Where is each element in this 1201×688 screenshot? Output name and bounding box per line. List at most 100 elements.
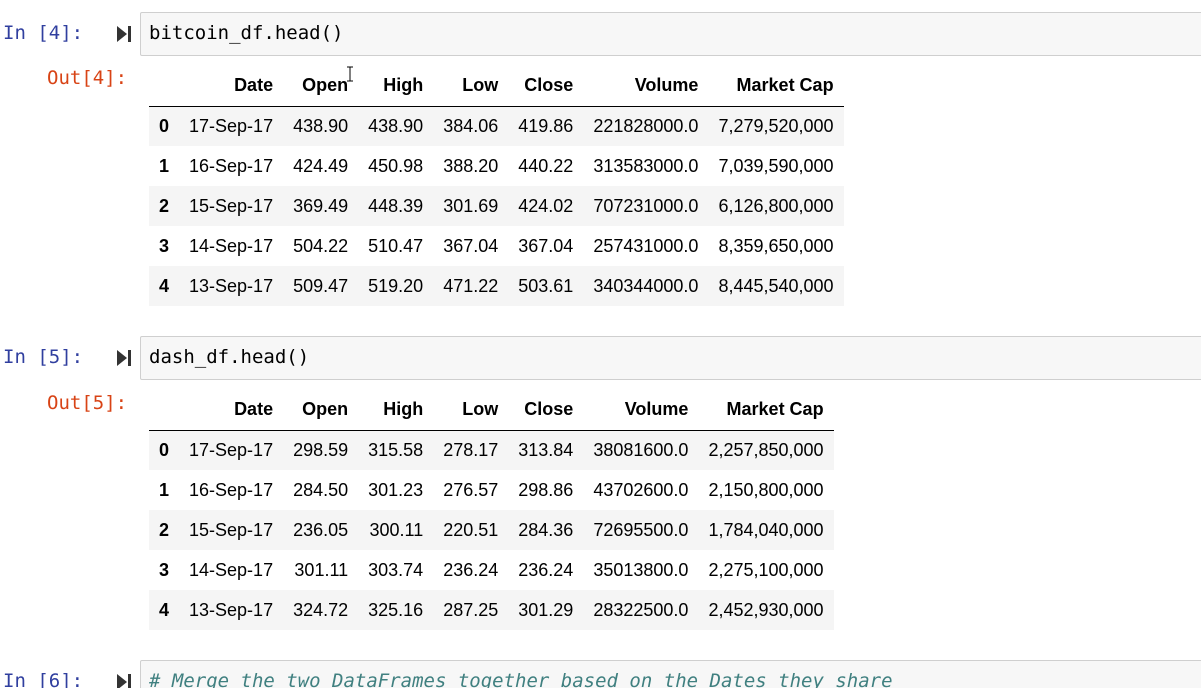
table-cell: 503.61 bbox=[518, 275, 574, 296]
code-input[interactable]: dash_df.head() bbox=[140, 336, 1201, 380]
row-index: 1 bbox=[159, 155, 170, 176]
table-row: 1 16-Sep-17 284.50 301.23 276.57 298.86 … bbox=[149, 470, 834, 510]
table-cell: 43702600.0 bbox=[593, 479, 689, 500]
table-cell: 519.20 bbox=[368, 275, 424, 296]
table-cell: 424.02 bbox=[518, 195, 574, 216]
table-cell: 298.86 bbox=[518, 479, 574, 500]
code-comment-text: # Merge the two DataFrames together base… bbox=[149, 670, 893, 688]
table-cell: 388.20 bbox=[443, 155, 499, 176]
table-row: 2 15-Sep-17 236.05 300.11 220.51 284.36 … bbox=[149, 510, 834, 550]
column-header: High bbox=[358, 65, 434, 107]
table-cell: 471.22 bbox=[443, 275, 499, 296]
row-index: 3 bbox=[159, 559, 170, 580]
row-index: 4 bbox=[159, 275, 170, 296]
table-cell: 509.47 bbox=[293, 275, 349, 296]
table-row: 2 15-Sep-17 369.49 448.39 301.69 424.02 … bbox=[149, 186, 844, 226]
output-prompt: Out[5]: bbox=[47, 392, 128, 414]
table-cell: 2,257,850,000 bbox=[708, 439, 824, 460]
table-cell: 298.59 bbox=[293, 439, 349, 460]
table-cell: 313.84 bbox=[518, 439, 574, 460]
table-cell: 278.17 bbox=[443, 439, 499, 460]
column-header: Low bbox=[433, 65, 509, 107]
run-cell-icon[interactable] bbox=[116, 349, 132, 367]
table-row: 3 14-Sep-17 504.22 510.47 367.04 367.04 … bbox=[149, 226, 844, 266]
input-prompt: In [5]: bbox=[3, 346, 84, 368]
table-cell: 450.98 bbox=[368, 155, 424, 176]
table-cell: 340344000.0 bbox=[593, 275, 699, 296]
table-cell: 38081600.0 bbox=[593, 439, 689, 460]
run-cell-icon[interactable] bbox=[116, 673, 132, 688]
dataframe-output-table: Date Open High Low Close Volume Market C… bbox=[149, 389, 834, 630]
table-cell: 313583000.0 bbox=[593, 155, 699, 176]
column-header: Volume bbox=[583, 389, 699, 431]
table-cell: 419.86 bbox=[518, 115, 574, 136]
table-cell: 2,452,930,000 bbox=[708, 599, 824, 620]
table-cell: 324.72 bbox=[293, 599, 349, 620]
code-input[interactable]: bitcoin_df.head() bbox=[140, 12, 1201, 56]
table-cell: 276.57 bbox=[443, 479, 499, 500]
table-cell: 448.39 bbox=[368, 195, 424, 216]
table-cell: 257431000.0 bbox=[593, 235, 699, 256]
column-header: High bbox=[358, 389, 434, 431]
table-row: 3 14-Sep-17 301.11 303.74 236.24 236.24 … bbox=[149, 550, 834, 590]
table-cell: 284.36 bbox=[518, 519, 574, 540]
header-row: Date Open High Low Close Volume Market C… bbox=[149, 65, 844, 107]
column-header: Open bbox=[283, 389, 359, 431]
table-cell: 504.22 bbox=[293, 235, 349, 256]
run-cell-icon[interactable] bbox=[116, 25, 132, 43]
table-cell: 301.23 bbox=[368, 479, 424, 500]
table-cell: 367.04 bbox=[518, 235, 574, 256]
table-cell: 13-Sep-17 bbox=[189, 599, 274, 620]
column-header: Volume bbox=[583, 65, 709, 107]
table-cell: 14-Sep-17 bbox=[189, 235, 274, 256]
table-row: 0 17-Sep-17 438.90 438.90 384.06 419.86 … bbox=[149, 106, 844, 146]
table-cell: 369.49 bbox=[293, 195, 349, 216]
table-cell: 17-Sep-17 bbox=[189, 115, 274, 136]
table-cell: 2,275,100,000 bbox=[708, 559, 824, 580]
table-cell: 7,039,590,000 bbox=[718, 155, 834, 176]
row-index: 1 bbox=[159, 479, 170, 500]
column-header: Close bbox=[508, 65, 584, 107]
row-index: 0 bbox=[159, 439, 170, 460]
table-cell: 16-Sep-17 bbox=[189, 155, 274, 176]
table-cell: 17-Sep-17 bbox=[189, 439, 274, 460]
table-cell: 301.69 bbox=[443, 195, 499, 216]
table-cell: 221828000.0 bbox=[593, 115, 699, 136]
table-cell: 16-Sep-17 bbox=[189, 479, 274, 500]
table-cell: 2,150,800,000 bbox=[708, 479, 824, 500]
index-header bbox=[149, 389, 180, 431]
row-index: 0 bbox=[159, 115, 170, 136]
table-cell: 28322500.0 bbox=[593, 599, 689, 620]
column-header: Date bbox=[179, 389, 284, 431]
table-cell: 72695500.0 bbox=[593, 519, 689, 540]
table-cell: 438.90 bbox=[293, 115, 349, 136]
table-cell: 8,445,540,000 bbox=[718, 275, 834, 296]
table-row: 4 13-Sep-17 324.72 325.16 287.25 301.29 … bbox=[149, 590, 834, 630]
table-cell: 303.74 bbox=[368, 559, 424, 580]
column-header: Open bbox=[283, 65, 359, 107]
row-index: 2 bbox=[159, 519, 170, 540]
input-prompt: In [4]: bbox=[3, 22, 84, 44]
dataframe-output-table: Date Open High Low Close Volume Market C… bbox=[149, 65, 844, 306]
table-cell: 14-Sep-17 bbox=[189, 559, 274, 580]
output-prompt: Out[4]: bbox=[47, 67, 128, 89]
index-header bbox=[149, 65, 180, 107]
table-row: 0 17-Sep-17 298.59 315.58 278.17 313.84 … bbox=[149, 430, 834, 470]
input-prompt: In [6]: bbox=[3, 670, 84, 688]
table-cell: 15-Sep-17 bbox=[189, 195, 274, 216]
table-cell: 284.50 bbox=[293, 479, 349, 500]
table-cell: 438.90 bbox=[368, 115, 424, 136]
table-cell: 6,126,800,000 bbox=[718, 195, 834, 216]
table-row: 4 13-Sep-17 509.47 519.20 471.22 503.61 … bbox=[149, 266, 844, 306]
table-cell: 13-Sep-17 bbox=[189, 275, 274, 296]
table-cell: 1,784,040,000 bbox=[708, 519, 824, 540]
code-input[interactable]: # Merge the two DataFrames together base… bbox=[140, 660, 1201, 688]
table-cell: 301.11 bbox=[294, 559, 349, 580]
table-cell: 220.51 bbox=[443, 519, 499, 540]
column-header: Market Cap bbox=[708, 65, 844, 107]
table-cell: 8,359,650,000 bbox=[718, 235, 834, 256]
table-cell: 315.58 bbox=[368, 439, 424, 460]
table-cell: 300.11 bbox=[369, 519, 424, 540]
column-header: Date bbox=[179, 65, 284, 107]
code-text: dash_df.head() bbox=[149, 346, 310, 368]
